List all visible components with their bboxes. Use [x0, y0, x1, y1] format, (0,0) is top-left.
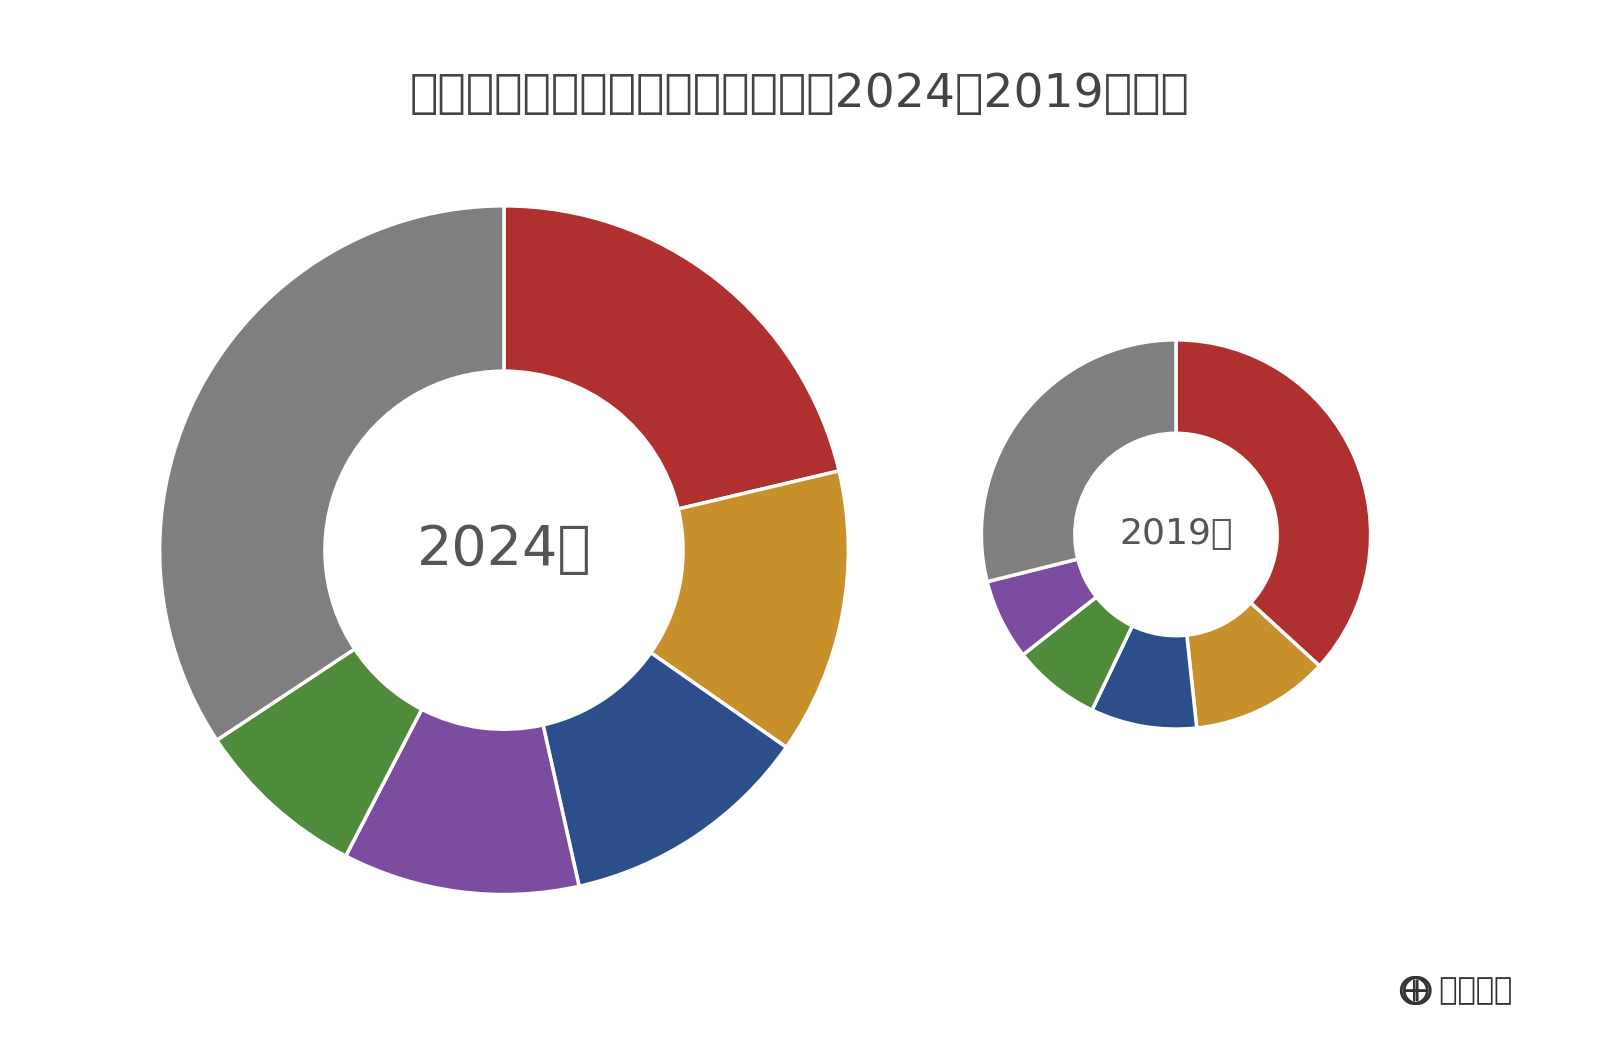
Wedge shape	[981, 340, 1176, 582]
Wedge shape	[1176, 340, 1371, 665]
Wedge shape	[346, 709, 579, 895]
Wedge shape	[987, 559, 1096, 655]
Text: 香港:6,584億円
8.1%: 香港:6,584億円 8.1%	[274, 713, 402, 757]
Text: その他:1兆3,914億円
28.9%: その他:1兆3,914億円 28.9%	[1006, 432, 1125, 464]
Wedge shape	[160, 205, 504, 740]
Wedge shape	[1187, 603, 1320, 728]
Text: その他:2兆7,887億円
34.3%: その他:2兆7,887億円 34.3%	[202, 411, 370, 455]
Text: 台湾:5,517億円
11.5%: 台湾:5,517億円 11.5%	[1194, 643, 1285, 676]
Text: 中国:1兆7,335億円
21.3%: 中国:1兆7,335億円 21.3%	[579, 334, 736, 377]
Text: 国・地域別の訪日外国人消費額（2024・2019年比）: 国・地域別の訪日外国人消費額（2024・2019年比）	[410, 72, 1190, 116]
Text: 2024年: 2024年	[416, 523, 592, 577]
Wedge shape	[651, 471, 848, 747]
Text: 台湾:1兆936億円
13.4%: 台湾:1兆936億円 13.4%	[682, 575, 814, 618]
Text: 2019年: 2019年	[1120, 518, 1232, 551]
Text: 米国:3,228億円
6.7%: 米国:3,228億円 6.7%	[1005, 580, 1096, 612]
Wedge shape	[504, 205, 838, 509]
Text: 韓国:4,247億円
8.8%: 韓国:4,247億円 8.8%	[1107, 656, 1198, 689]
Text: 中国:1兆7,704億円
36.8%: 中国:1兆7,704億円 36.8%	[1250, 462, 1360, 495]
Text: 香港:3,525億円
7.3%: 香港:3,525億円 7.3%	[1043, 628, 1134, 660]
Wedge shape	[216, 649, 422, 856]
Text: ⨁ 訪日ラボ: ⨁ 訪日ラボ	[1398, 976, 1512, 1005]
Text: 韓国:9,632億円
11.8%: 韓国:9,632億円 11.8%	[578, 735, 706, 778]
Text: ⨁: ⨁	[1400, 976, 1432, 1005]
Wedge shape	[1093, 626, 1197, 729]
Wedge shape	[1022, 597, 1133, 711]
Text: 米国:9,021億円
11.1%: 米国:9,021億円 11.1%	[408, 774, 536, 817]
Wedge shape	[542, 653, 786, 887]
